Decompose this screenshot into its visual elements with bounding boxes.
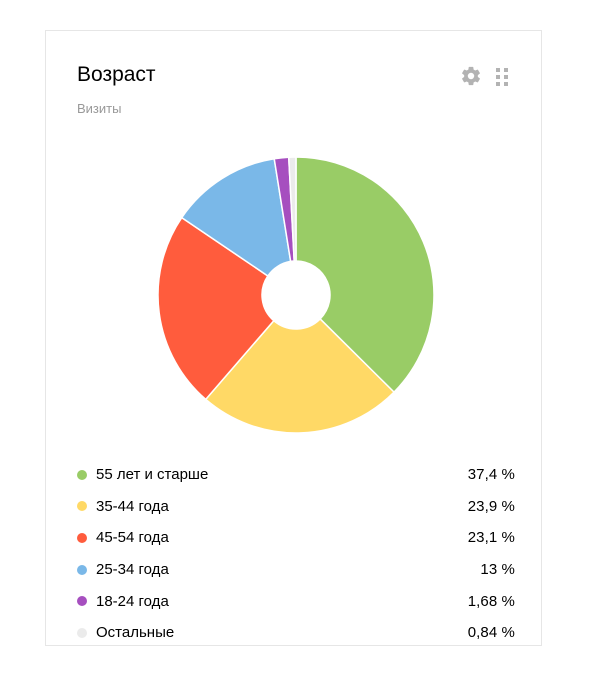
- legend-value: 0,84 %: [467, 624, 515, 642]
- legend-value: 23,1 %: [467, 529, 515, 547]
- legend-color-dot: [77, 532, 87, 543]
- legend-label: 25-34 года: [96, 561, 169, 579]
- legend-item[interactable]: Остальные 0,84 %: [77, 617, 515, 649]
- legend-color-dot: [77, 627, 87, 638]
- legend-color-dot: [77, 501, 87, 512]
- legend-value: 37,4 %: [467, 466, 515, 484]
- pie-slice-5[interactable]: [287, 156, 297, 262]
- legend-label: 45-54 года: [96, 529, 169, 547]
- age-pie-chart: [157, 156, 435, 434]
- pie-slice-1[interactable]: [204, 318, 395, 434]
- widget-title: Возраст: [77, 63, 156, 86]
- pie-slice-3[interactable]: [180, 157, 292, 277]
- legend-color-dot: [77, 596, 87, 607]
- legend-value: 23,9 %: [467, 497, 515, 515]
- pie-slice-0[interactable]: [295, 156, 435, 393]
- age-widget-card: Возраст Визиты 55 лет и старше 37,4 % 35-4…: [45, 30, 542, 646]
- legend-item[interactable]: 35-44 года 23,9 %: [77, 491, 515, 523]
- legend-item[interactable]: 25-34 года 13 %: [77, 554, 515, 586]
- legend-color-dot: [77, 469, 87, 480]
- legend-value: 1,68 %: [467, 592, 515, 610]
- legend-item[interactable]: 45-54 года 23,1 %: [77, 522, 515, 554]
- gear-icon[interactable]: [460, 65, 482, 87]
- legend-label: Остальные: [96, 624, 175, 642]
- legend-label: 18-24 года: [96, 592, 169, 610]
- legend-color-dot: [77, 564, 87, 575]
- chart-legend: 55 лет и старше 37,4 % 35-44 года 23,9 % 45-…: [77, 459, 515, 649]
- legend-label: 35-44 года: [96, 497, 169, 515]
- legend-item[interactable]: 18-24 года 1,68 %: [77, 585, 515, 617]
- legend-label: 55 лет и старше: [96, 466, 209, 484]
- pie-slice-2[interactable]: [157, 216, 275, 401]
- legend-item[interactable]: 55 лет и старше 37,4 %: [77, 459, 515, 491]
- widget-subtitle: Визиты: [77, 101, 122, 116]
- drag-handle-icon[interactable]: [495, 67, 509, 87]
- legend-value: 13 %: [480, 561, 515, 579]
